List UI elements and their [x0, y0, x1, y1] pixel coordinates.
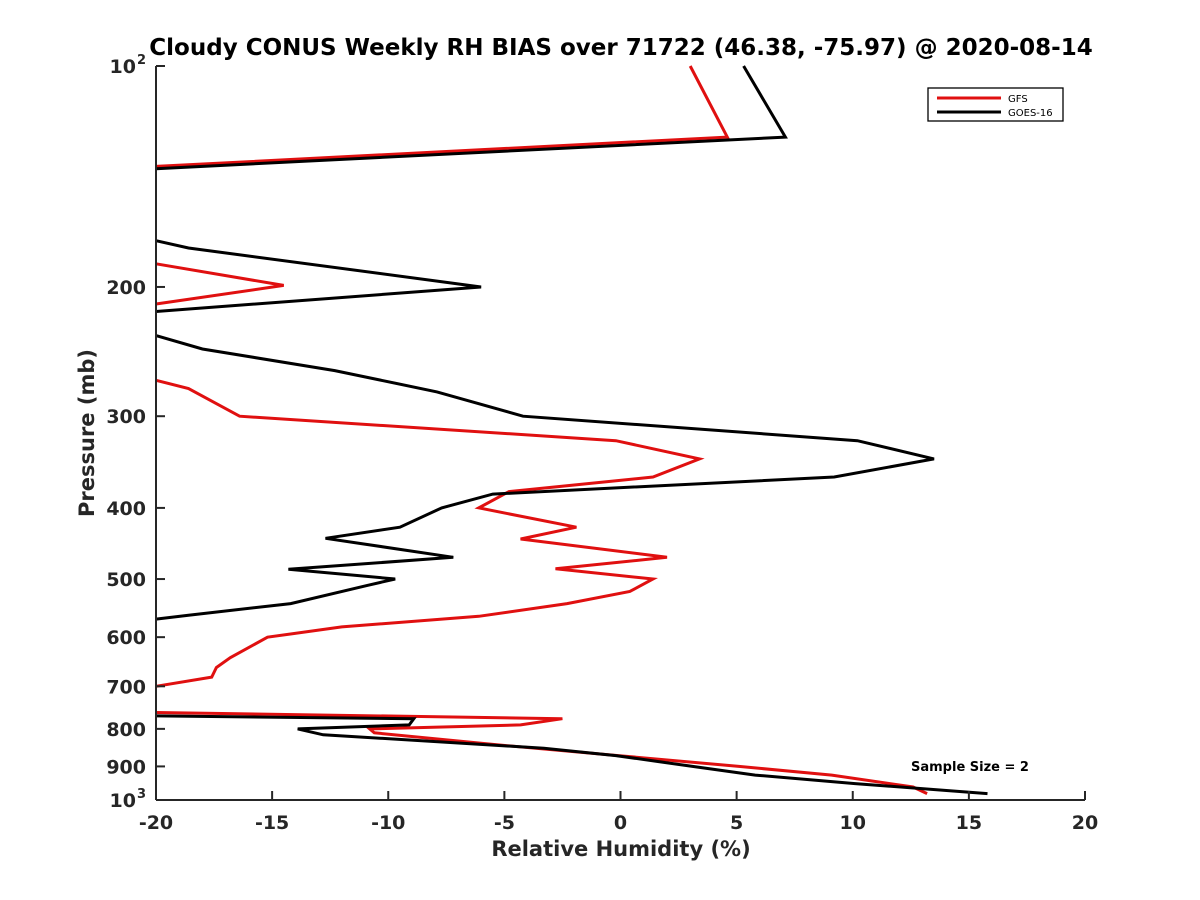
x-tick-label: 0 [614, 812, 627, 834]
series-line-goes-16-segment-4 [155, 714, 988, 796]
chart-title: Cloudy CONUS Weekly RH BIAS over 71722 (… [149, 35, 1092, 61]
y-tick-label: 10 [110, 56, 136, 78]
legend-label-goes-16: GOES-16 [1008, 108, 1053, 119]
y-tick-exponent: 3 [137, 787, 146, 802]
series-line-gfs-segment-2 [155, 262, 284, 306]
y-tick-label: 200 [106, 277, 146, 299]
x-tick-label: 10 [840, 812, 866, 834]
legend: GFS GOES-16 [927, 87, 1064, 122]
y-tick-label: 400 [106, 498, 146, 520]
sample-size-annotation: Sample Size = 2 [911, 760, 1029, 775]
y-tick-exponent: 2 [137, 53, 146, 68]
y-tick-label: 700 [106, 676, 146, 698]
series-line-gfs-segment-1 [155, 65, 730, 168]
x-axis-label: Relative Humidity (%) [491, 837, 750, 861]
x-tick-label: 5 [730, 812, 743, 834]
y-tick-label: 900 [106, 756, 146, 778]
series-line-gfs-segment-4 [155, 711, 928, 795]
x-tick-labels: -20 -15 -10 -5 0 5 10 15 20 [139, 812, 1098, 834]
plot-area [155, 65, 988, 796]
x-tick-label: -15 [255, 812, 289, 834]
y-tick-label: 300 [106, 406, 146, 428]
y-tick-label: 800 [106, 719, 146, 741]
series-line-gfs-segment-3 [155, 378, 705, 688]
legend-box [927, 87, 1064, 122]
y-tick-label: 10 [110, 790, 136, 812]
series-line-goes-16-segment-2 [155, 239, 482, 313]
y-tick-label: 500 [106, 569, 146, 591]
x-tick-label: 20 [1072, 812, 1098, 834]
axes [155, 65, 1086, 801]
x-tick-label: -5 [494, 812, 515, 834]
x-tick-label: -20 [139, 812, 173, 834]
legend-label-gfs: GFS [1008, 94, 1028, 105]
x-tick-label: 15 [956, 812, 982, 834]
x-tick-label: -10 [371, 812, 405, 834]
series-line-goes-16-segment-1 [155, 65, 788, 171]
series-line-goes-16-segment-3 [155, 334, 935, 621]
y-tick-label: 600 [106, 627, 146, 649]
y-axis-label: Pressure (mb) [75, 349, 99, 517]
